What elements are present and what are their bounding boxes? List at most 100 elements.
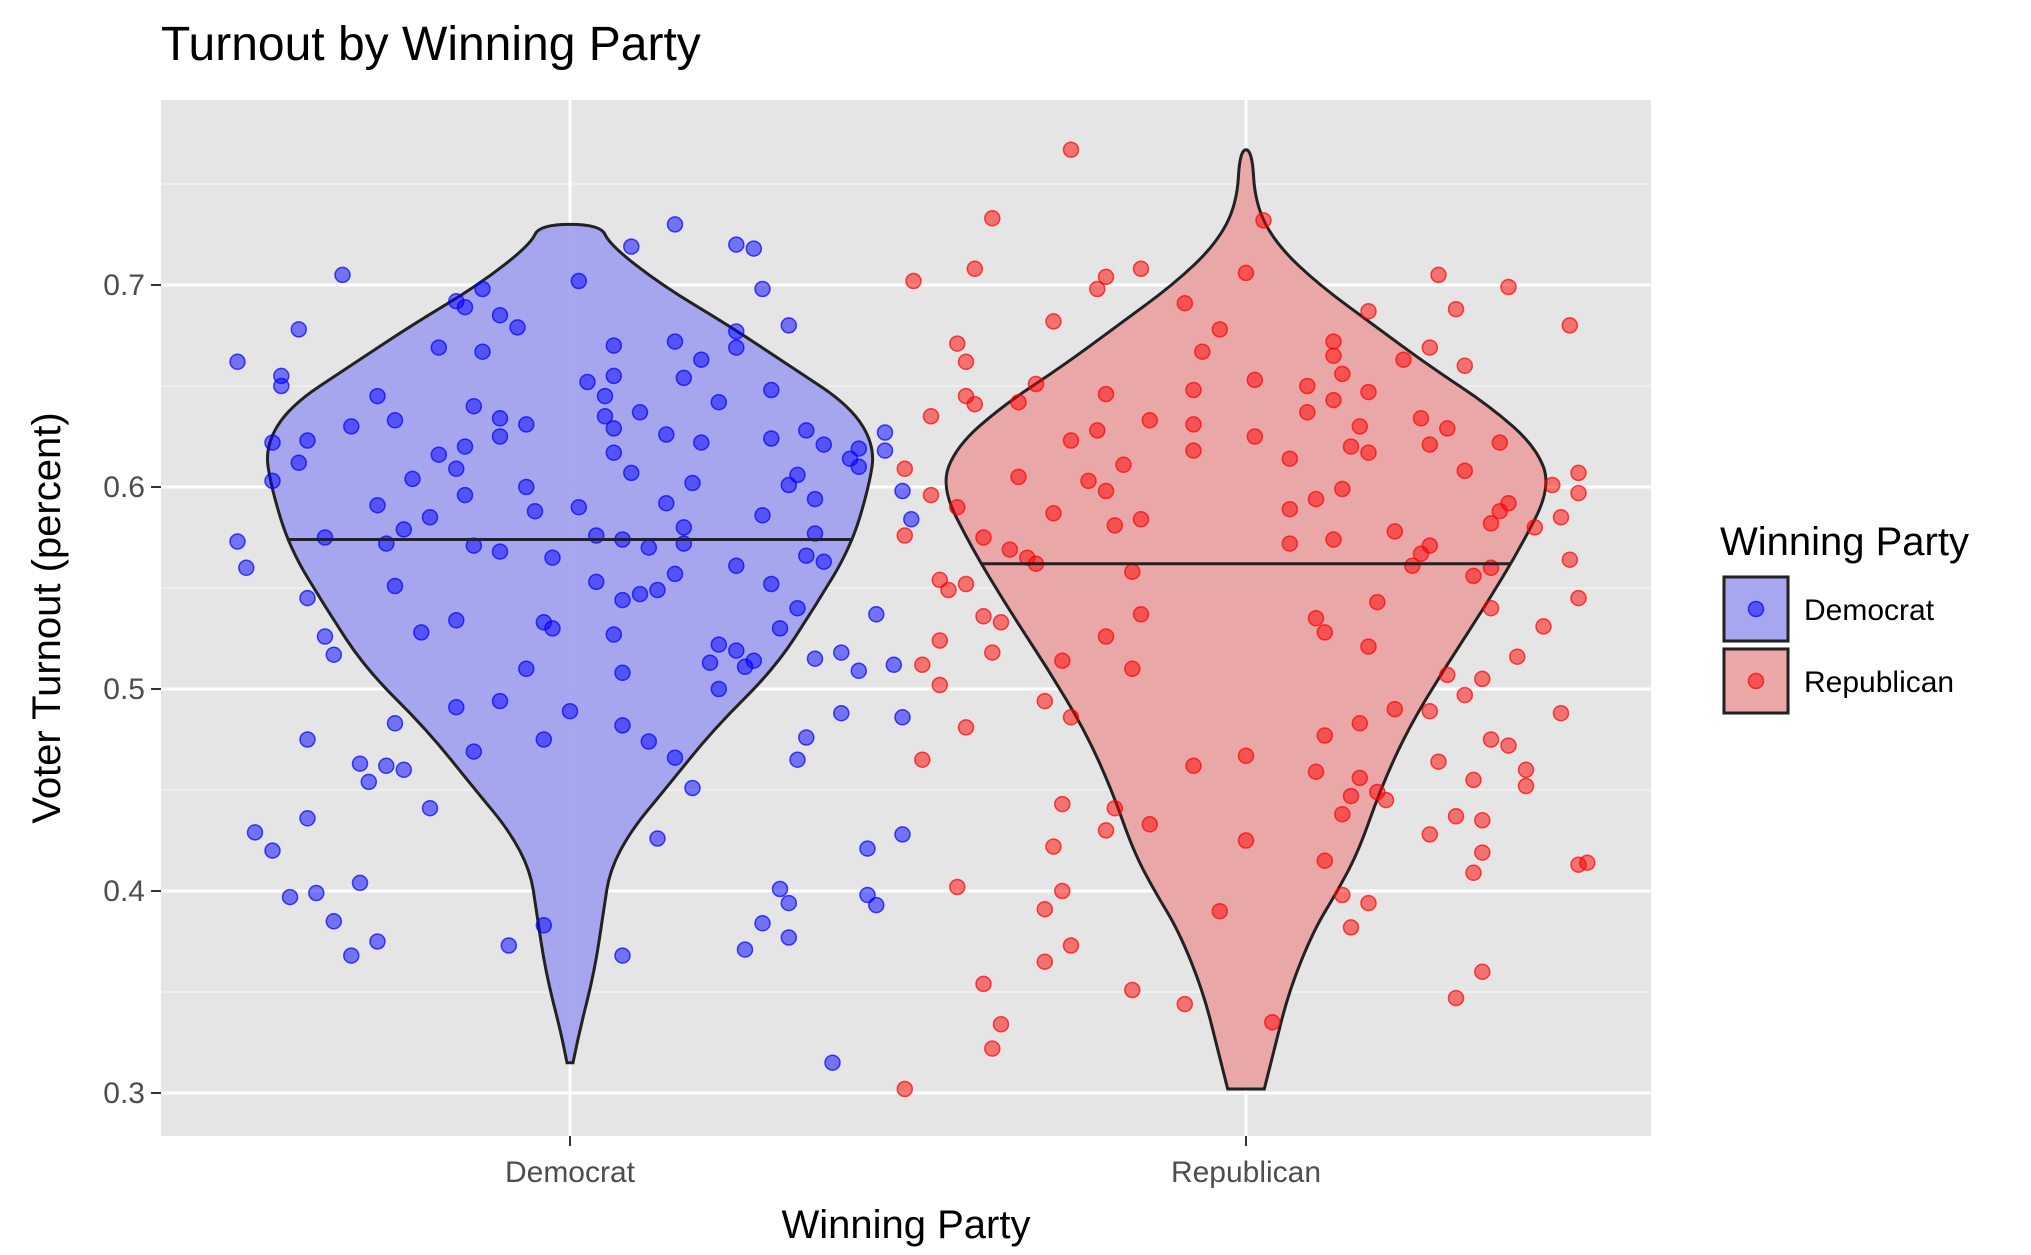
point-democrat <box>894 482 911 500</box>
point-republican <box>1124 563 1141 581</box>
point-republican <box>1430 266 1447 284</box>
point-republican <box>1404 557 1421 575</box>
legend: Winning Party Democrat Republican <box>1720 520 1969 715</box>
point-republican <box>922 486 940 504</box>
point-democrat <box>771 620 789 637</box>
point-democrat <box>290 321 308 338</box>
point-democrat <box>605 367 623 385</box>
point-democrat <box>640 733 658 750</box>
point-republican <box>896 460 914 478</box>
point-republican <box>1360 383 1377 401</box>
point-democrat <box>745 240 763 257</box>
point-republican <box>1141 816 1159 833</box>
point-republican <box>1465 771 1482 789</box>
point-democrat <box>343 418 360 435</box>
point-republican <box>1342 438 1360 455</box>
point-democrat <box>850 662 868 680</box>
point-republican <box>1062 141 1080 158</box>
point-republican <box>1430 753 1447 770</box>
point-republican <box>1500 737 1517 754</box>
legend-point-democrat <box>1747 600 1765 618</box>
point-republican <box>1395 351 1412 368</box>
point-democrat <box>491 307 509 324</box>
point-republican <box>1036 953 1054 970</box>
point-democrat <box>666 565 684 583</box>
point-democrat <box>815 553 833 570</box>
point-democrat <box>658 494 675 512</box>
point-democrat <box>535 917 553 934</box>
point-democrat <box>299 731 316 748</box>
point-republican <box>1054 795 1071 813</box>
y-tick-label: 0.4 <box>103 875 145 908</box>
point-democrat <box>334 266 351 284</box>
point-republican <box>1062 937 1080 954</box>
point-republican <box>1281 500 1299 518</box>
point-republican <box>1360 303 1377 320</box>
point-republican <box>1185 442 1202 459</box>
point-republican <box>1369 593 1386 611</box>
point-republican <box>1509 648 1526 665</box>
point-democrat <box>885 656 903 674</box>
point-republican <box>975 975 992 993</box>
point-democrat <box>596 387 614 405</box>
point-democrat <box>666 749 684 766</box>
point-democrat <box>413 624 430 641</box>
point-republican <box>1054 882 1071 900</box>
point-republican <box>914 656 931 674</box>
point-republican <box>1491 434 1509 451</box>
point-democrat <box>264 472 281 490</box>
point-democrat <box>229 533 246 550</box>
point-republican <box>1097 628 1115 645</box>
point-democrat <box>754 507 771 524</box>
point-republican <box>1325 391 1342 409</box>
point-republican <box>1465 864 1482 882</box>
point-republican <box>1237 832 1255 849</box>
point-democrat <box>491 428 509 445</box>
point-democrat <box>535 731 553 748</box>
point-democrat <box>903 511 920 528</box>
point-republican <box>1351 715 1369 732</box>
point-republican <box>1474 963 1491 981</box>
point-republican <box>1097 268 1115 286</box>
point-democrat <box>868 896 885 914</box>
point-democrat <box>771 880 789 898</box>
point-republican <box>1325 333 1342 350</box>
y-tick-label: 0.5 <box>103 673 145 706</box>
point-democrat <box>395 521 413 538</box>
point-republican <box>1482 599 1500 617</box>
point-republican <box>1307 610 1325 627</box>
point-democrat <box>614 591 631 609</box>
point-democrat <box>631 585 649 603</box>
point-democrat <box>754 915 771 932</box>
point-republican <box>1211 321 1229 338</box>
point-republican <box>1456 686 1474 704</box>
point-republican <box>949 498 966 516</box>
point-republican <box>1132 260 1150 278</box>
y-tick-label: 0.7 <box>103 269 145 302</box>
point-democrat <box>780 476 798 494</box>
point-republican <box>1299 377 1316 395</box>
point-republican <box>1255 212 1272 229</box>
point-democrat <box>430 339 448 356</box>
point-democrat <box>780 929 798 946</box>
point-republican <box>1342 919 1360 936</box>
point-republican <box>1194 343 1211 360</box>
point-republican <box>931 632 949 649</box>
point-democrat <box>798 547 815 564</box>
point-republican <box>957 719 975 736</box>
point-republican <box>1482 515 1500 532</box>
violin-shapes <box>266 148 1548 1091</box>
point-republican <box>1552 509 1570 526</box>
point-republican <box>1264 1014 1281 1031</box>
y-axis: 0.3 0.4 0.5 0.6 0.7 <box>103 269 161 1110</box>
point-republican <box>1439 666 1456 684</box>
point-democrat <box>579 373 596 391</box>
point-democrat <box>456 486 474 504</box>
point-democrat <box>430 446 448 463</box>
point-democrat <box>710 680 728 698</box>
point-democrat <box>343 947 360 964</box>
point-republican <box>1097 482 1115 500</box>
point-democrat <box>299 810 316 827</box>
legend-point-republican <box>1747 672 1765 690</box>
point-republican <box>1334 365 1351 383</box>
